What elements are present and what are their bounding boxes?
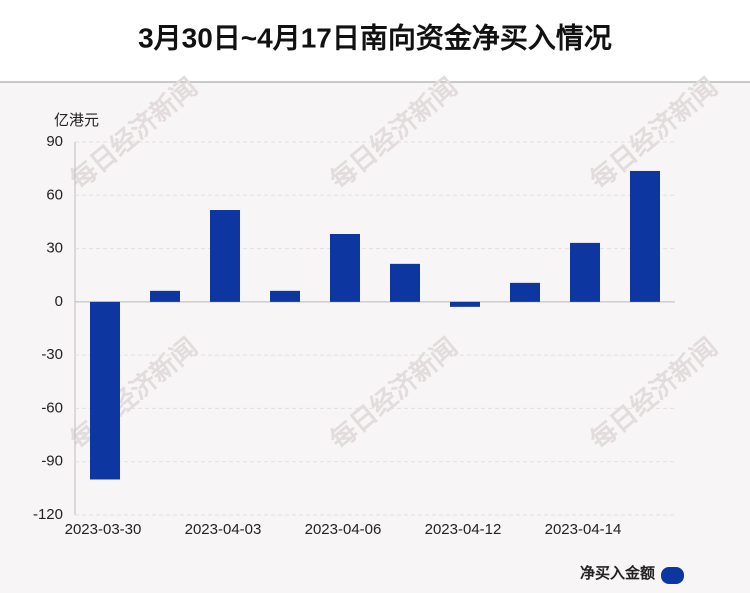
watermark: 每日经济新闻 xyxy=(324,332,463,455)
chart-title: 3月30日~4月17日南向资金净买入情况 xyxy=(138,21,612,53)
bar xyxy=(630,170,660,302)
bar xyxy=(570,242,600,302)
watermark: 每日经济新闻 xyxy=(584,332,723,455)
bar xyxy=(390,263,420,302)
bar xyxy=(90,301,120,480)
y-tick-label: -90 xyxy=(41,453,63,470)
bar xyxy=(450,301,480,307)
x-tick-label: 2023-04-06 xyxy=(305,521,382,538)
y-tick-label: 30 xyxy=(46,240,63,257)
watermark: 每日经济新闻 xyxy=(64,332,203,455)
bar xyxy=(210,210,240,302)
watermarks: 每日经济新闻 每日经济新闻 每日经济新闻 每日经济新闻 每日经济新闻 每日经济新… xyxy=(64,72,723,455)
y-tick-label: -120 xyxy=(33,506,63,523)
y-tick-label: 0 xyxy=(55,293,63,310)
watermark: 每日经济新闻 xyxy=(64,72,203,195)
x-tick-label: 2023-04-03 xyxy=(185,521,262,538)
bar xyxy=(330,234,360,302)
x-tick-label: 2023-04-14 xyxy=(545,521,622,538)
bar xyxy=(270,290,300,302)
y-tick-label: -30 xyxy=(41,346,63,363)
y-tick-label: -60 xyxy=(41,399,63,416)
x-tick-label: 2023-04-12 xyxy=(425,521,502,538)
y-tick-label: 90 xyxy=(46,133,63,150)
legend-swatch xyxy=(661,567,684,584)
y-tick-label: 60 xyxy=(46,186,63,203)
y-axis-unit: 亿港元 xyxy=(54,112,99,129)
legend-label: 净买入金额 xyxy=(580,564,655,582)
watermark: 每日经济新闻 xyxy=(324,72,463,195)
bar xyxy=(510,282,540,302)
x-tick-label: 2023-03-30 xyxy=(65,521,142,538)
bar xyxy=(150,290,180,302)
title-band xyxy=(0,0,750,82)
